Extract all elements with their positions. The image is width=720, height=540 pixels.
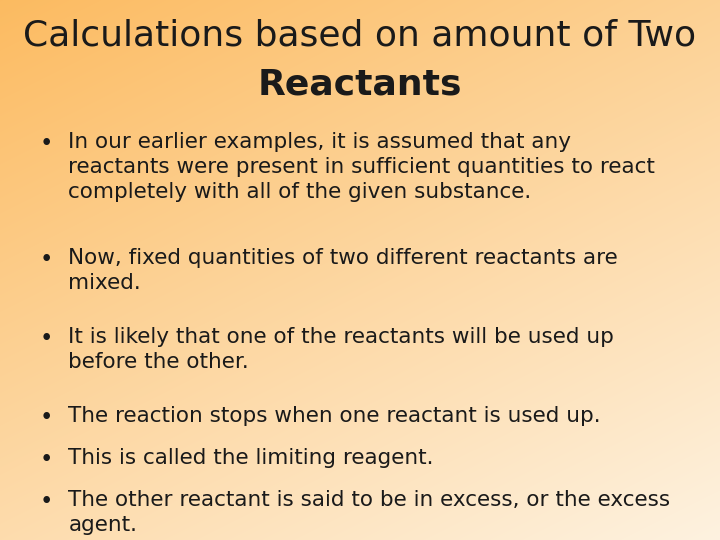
Text: •: • [40, 406, 53, 429]
Text: It is likely that one of the reactants will be used up
before the other.: It is likely that one of the reactants w… [68, 327, 614, 372]
Text: In our earlier examples, it is assumed that any
reactants were present in suffic: In our earlier examples, it is assumed t… [68, 132, 655, 202]
Text: Now, fixed quantities of two different reactants are
mixed.: Now, fixed quantities of two different r… [68, 248, 618, 293]
Text: •: • [40, 327, 53, 350]
Text: The reaction stops when one reactant is used up.: The reaction stops when one reactant is … [68, 406, 601, 426]
Text: •: • [40, 248, 53, 271]
Text: The other reactant is said to be in excess, or the excess
agent.: The other reactant is said to be in exce… [68, 490, 670, 535]
Text: Reactants: Reactants [258, 68, 462, 102]
Text: •: • [40, 490, 53, 513]
Text: This is called the limiting reagent.: This is called the limiting reagent. [68, 448, 434, 468]
Text: •: • [40, 132, 53, 156]
Text: •: • [40, 448, 53, 471]
Text: Calculations based on amount of Two: Calculations based on amount of Two [24, 19, 696, 53]
